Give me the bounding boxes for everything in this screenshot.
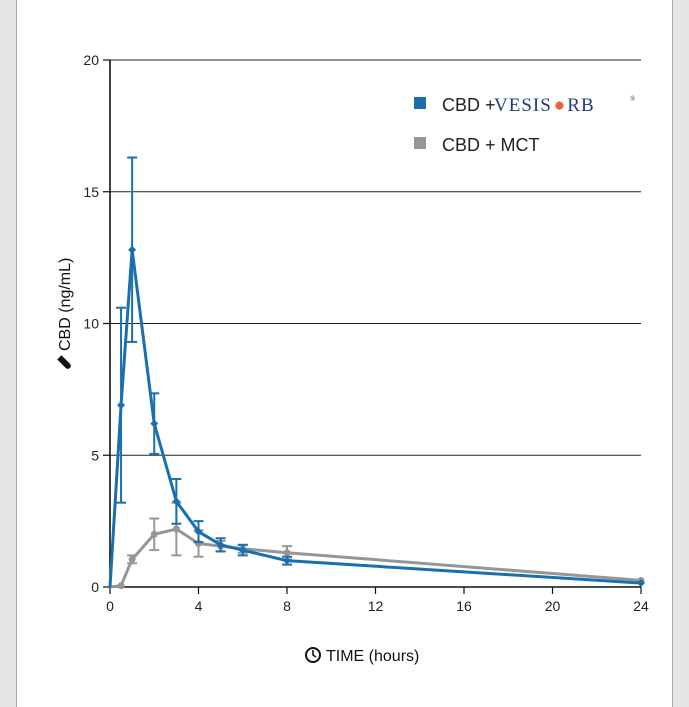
x-axis-title: TIME (hours) xyxy=(326,648,419,665)
data-point-vesisorb-8 xyxy=(283,556,291,565)
x-tick-label-16: 16 xyxy=(456,598,472,614)
data-point-vesisorb-1 xyxy=(117,401,126,410)
data-point-vesisorb-3 xyxy=(150,419,159,428)
tick-labels: 0 5 10 15 20 0 4 8 12 16 20 24 xyxy=(83,52,649,614)
series-vesisorb xyxy=(108,156,645,588)
data-point-mct-8 xyxy=(283,549,291,557)
data-point-mct-2 xyxy=(128,555,136,563)
brand-text-b: RB xyxy=(567,95,594,116)
legend-swatch-mct xyxy=(414,137,426,149)
data-point-vesisorb-7 xyxy=(238,546,247,555)
y-axis-title: CBD (ng/mL) xyxy=(57,258,74,351)
y-tick-label-0: 0 xyxy=(91,579,99,595)
chart: 0 5 10 15 20 0 4 8 12 16 20 24 CBD + VESIS ●RB ® CBD… xyxy=(57,52,649,665)
data-point-mct-4 xyxy=(172,525,180,533)
series-mct xyxy=(109,501,645,590)
test-tube-icon xyxy=(57,355,71,369)
x-tick-label-8: 8 xyxy=(283,598,291,614)
y-axis-title-group: CBD (ng/mL) xyxy=(57,258,74,369)
y-tick-label-10: 10 xyxy=(83,316,99,332)
series-line-mct xyxy=(109,527,642,589)
gridlines xyxy=(110,59,641,456)
legend: CBD + VESIS ●RB ® CBD + MCT xyxy=(414,95,636,155)
data-point-vesisorb-9 xyxy=(637,579,645,588)
legend-swatch-vesisorb xyxy=(414,97,426,109)
legend-brand-reg: ® xyxy=(630,95,636,103)
x-tick-label-0: 0 xyxy=(106,598,114,614)
data-point-vesisorb-5 xyxy=(194,527,203,536)
x-axis-title-group: TIME (hours) xyxy=(305,647,419,665)
x-tick-label-20: 20 xyxy=(545,598,561,614)
brand-text-a: VESIS xyxy=(494,95,552,116)
data-point-vesisorb-6 xyxy=(216,540,225,549)
y-tick-label-15: 15 xyxy=(83,184,99,200)
clock-icon xyxy=(305,647,321,663)
data-point-mct-3 xyxy=(150,530,158,538)
axes xyxy=(103,59,642,594)
brand-drop-icon: ● xyxy=(554,95,566,116)
x-tick-label-4: 4 xyxy=(195,598,203,614)
data-point-vesisorb-2 xyxy=(128,245,137,254)
data-point-mct-1 xyxy=(117,582,125,590)
legend-label-vesisorb-prefix: CBD + xyxy=(442,95,496,115)
legend-label-mct: CBD + MCT xyxy=(442,135,540,155)
legend-brand-vesisorb: VESIS ●RB xyxy=(494,95,595,116)
data-point-vesisorb-4 xyxy=(172,497,181,506)
y-tick-label-20: 20 xyxy=(83,52,99,68)
x-tick-label-24: 24 xyxy=(633,598,649,614)
series-line-vesisorb xyxy=(108,248,642,588)
x-tick-label-12: 12 xyxy=(368,598,384,614)
chart-panel: 0 5 10 15 20 0 4 8 12 16 20 24 CBD + VESIS ●RB ® CBD… xyxy=(16,0,673,707)
y-tick-label-5: 5 xyxy=(91,447,99,463)
